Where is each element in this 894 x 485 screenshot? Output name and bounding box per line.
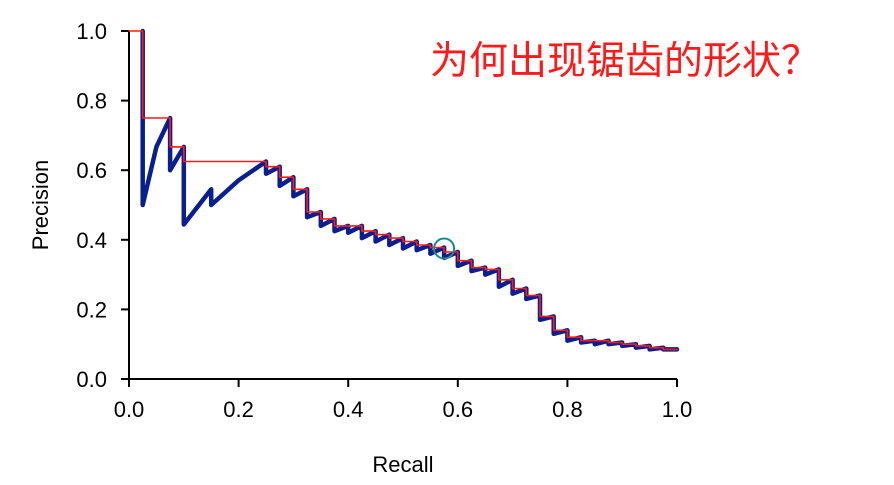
annotation-text: 为何出现锯齿的形状？	[430, 39, 821, 84]
x-tick-label: 0.4	[333, 397, 364, 422]
highlight-layer	[433, 237, 456, 260]
y-tick-label: 0.8	[76, 89, 107, 114]
x-tick-label: 0.8	[552, 397, 583, 422]
precision-recall-curve	[140, 28, 680, 352]
x-tick-label: 0.6	[443, 397, 474, 422]
y-tick-label: 0.0	[76, 367, 107, 392]
y-tick-label: 0.4	[76, 228, 107, 253]
y-tick-label: 0.2	[76, 297, 107, 322]
highlight-circle	[433, 237, 456, 260]
y-axis-title: Precision	[28, 160, 53, 250]
y-tick-label: 1.0	[76, 19, 107, 44]
x-axis: 0.0 0.2 0.4 0.6 0.8 1.0	[114, 378, 693, 422]
interpolated-precision-curve	[128, 30, 678, 351]
x-axis-title: Recall	[372, 452, 433, 477]
series-layer	[128, 28, 680, 352]
y-tick-label: 0.6	[76, 158, 107, 183]
x-tick-label: 0.2	[223, 397, 254, 422]
y-axis: 0.0 0.2 0.4 0.6 0.8 1.0	[76, 19, 130, 392]
x-tick-label: 1.0	[662, 397, 693, 422]
x-tick-label: 0.0	[114, 397, 145, 422]
